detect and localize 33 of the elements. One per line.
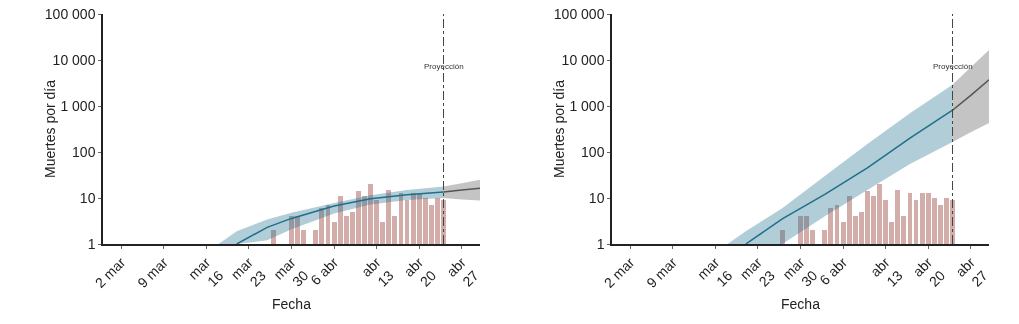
- x-tick-label: mar 23: [736, 254, 779, 290]
- line-series: [745, 109, 954, 244]
- y-tick-label: 1: [596, 235, 605, 252]
- y-tick-label: 10 000: [52, 51, 96, 68]
- x-tick-label: 2 mar: [600, 254, 638, 291]
- y-tick-label: 100: [581, 143, 605, 160]
- x-tick-label: abr 27: [443, 254, 482, 290]
- y-tick-label: 1 000: [569, 97, 605, 114]
- x-tick-label: abr 20: [909, 254, 949, 290]
- x-tick-label: mar 16: [694, 254, 736, 290]
- y-tick-label: 100 000: [44, 5, 96, 22]
- ref-line-label: Proyección: [933, 62, 973, 71]
- y-tick-label: 10: [79, 189, 96, 206]
- x-axis-title: Fecha: [272, 295, 312, 312]
- y-tick-label: 10 000: [561, 51, 605, 68]
- y-axis-title: Muertes por día: [42, 79, 59, 179]
- x-axis-title: Fecha: [781, 295, 821, 312]
- y-tick-label: 1: [87, 235, 96, 252]
- y-axis-title: Muertes por día: [551, 79, 568, 179]
- y-tick-label: 100: [72, 143, 96, 160]
- x-tick-label: abr 13: [358, 254, 397, 290]
- x-tick-label: 2 mar: [91, 254, 129, 291]
- x-tick-label: mar 23: [227, 254, 270, 290]
- x-tick-label: 9 mar: [643, 254, 681, 291]
- y-tick-label: 1 000: [60, 97, 96, 114]
- ref-line-label: Proyección: [424, 62, 464, 71]
- x-tick-label: 9 mar: [134, 254, 172, 291]
- x-tick-label: mar 16: [185, 254, 227, 290]
- x-tick-label: abr 27: [952, 254, 991, 290]
- y-tick-label: 100 000: [553, 5, 605, 22]
- x-tick-label: abr 13: [867, 254, 906, 290]
- y-tick-label: 10: [588, 189, 605, 206]
- x-tick-label: abr 20: [400, 254, 440, 290]
